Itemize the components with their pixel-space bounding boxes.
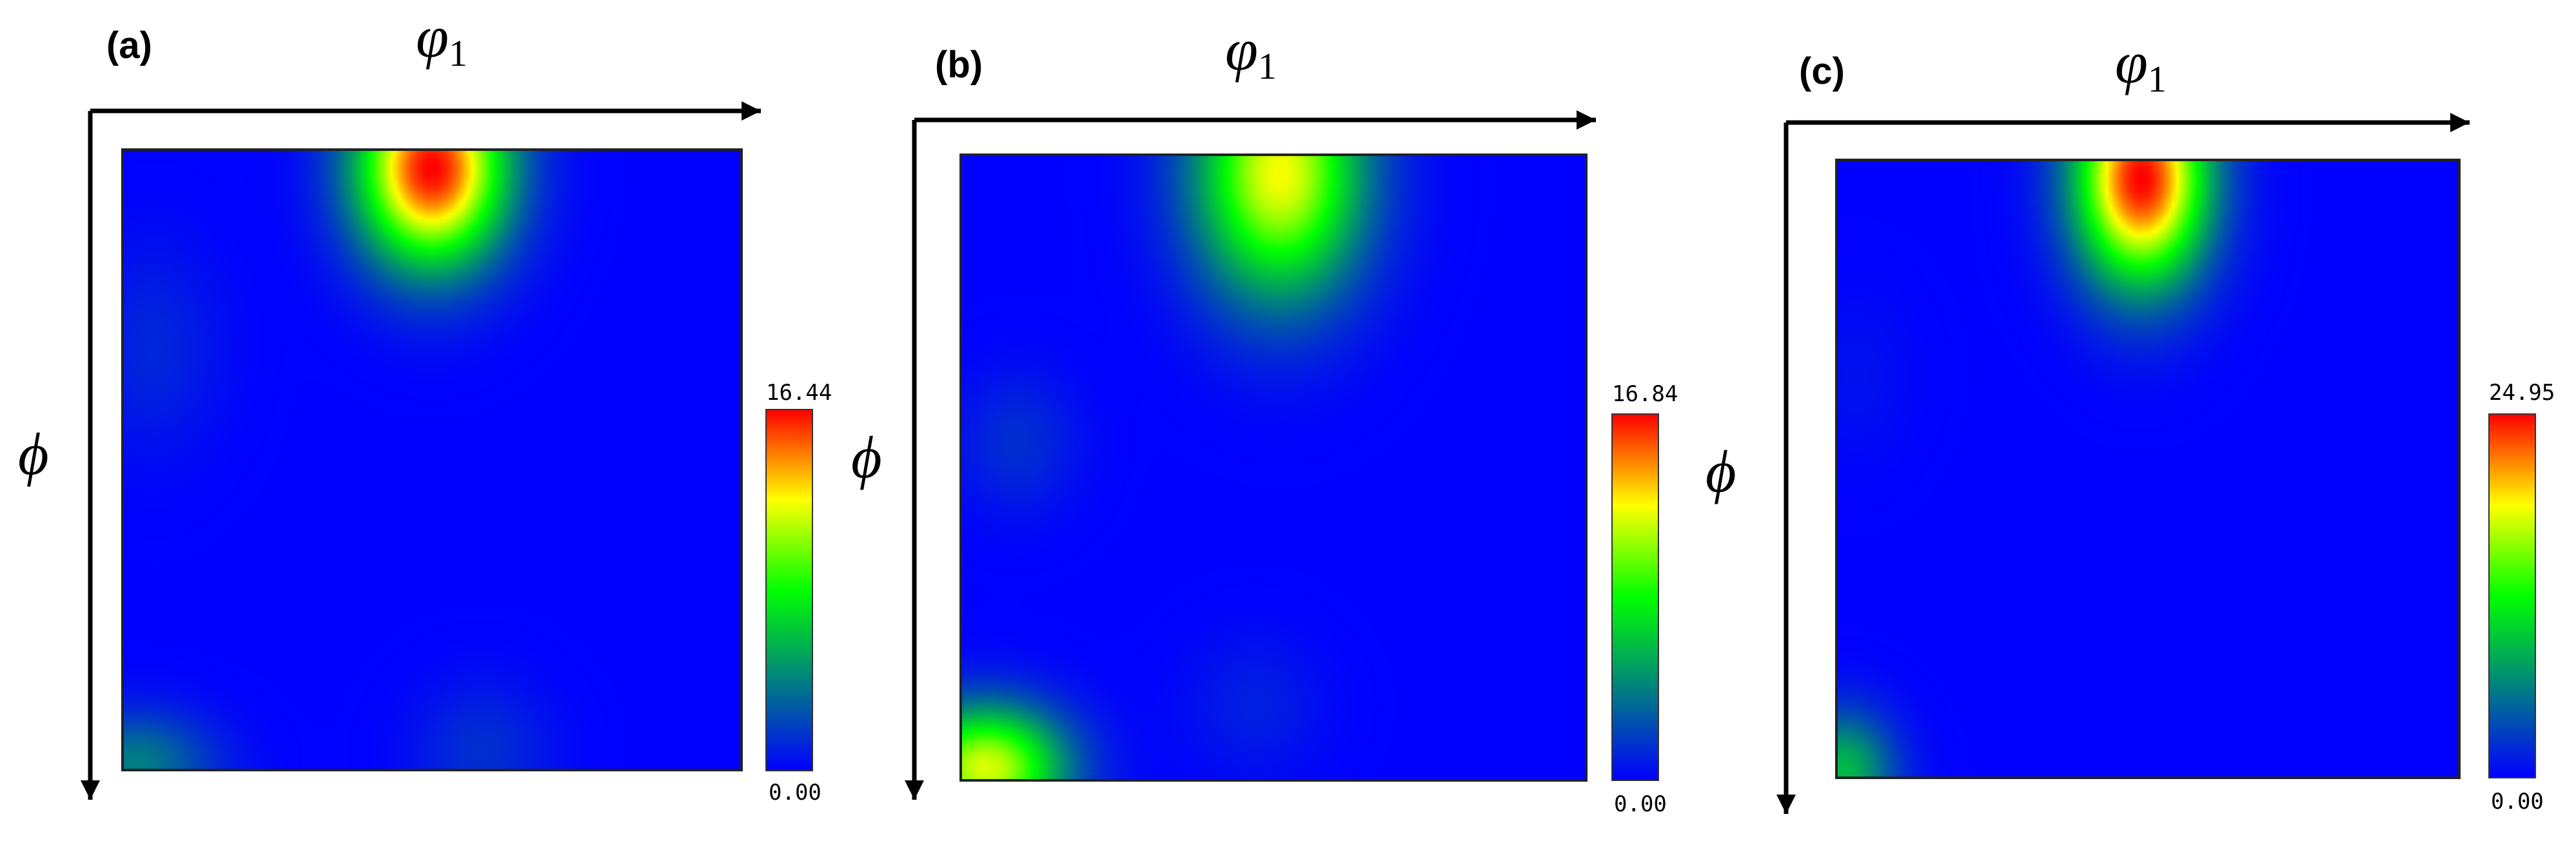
colorbar [1611,413,1659,781]
colorbar-max-label: 16.84 [1612,381,1678,407]
colorbar-max-label: 24.95 [2489,380,2555,406]
y-arrowhead [905,780,924,800]
heatmap-image [123,150,742,770]
x-arrowhead [742,101,761,121]
colorbar [2488,413,2536,778]
y-axis-label: ϕ [18,421,49,487]
y-axis-label: ϕ [851,424,882,490]
colorbar-min-label: 0.00 [769,780,821,806]
y-axis-label: ϕ [1706,439,1736,504]
x-axis-subscript: 1 [1258,45,1277,87]
x-axis-subscript: 1 [2148,58,2167,100]
x-arrowhead [2450,113,2470,132]
y-arrowhead [1776,795,1796,814]
x-arrowhead [1577,110,1596,130]
x-axis-symbol: φ [2115,30,2148,95]
x-axis-label: φ1 [416,4,467,74]
panel-c: (c) φ1 ϕ 24.95 0.00 [1706,30,2555,815]
heatmap-frame [121,148,743,771]
x-axis-symbol: φ [1225,17,1258,83]
colorbar-max-label: 16.44 [766,380,832,406]
heatmap-image [1836,160,2459,778]
heatmap-image [961,155,1586,780]
colorbar-min-label: 0.00 [1614,791,1667,817]
heatmap-frame [1835,159,2461,779]
colorbar-min-label: 0.00 [2491,789,2544,815]
x-axis-label: φ1 [2115,30,2167,100]
x-axis-symbol: φ [416,4,449,70]
x-axis-label: φ1 [1225,17,1277,87]
y-arrowhead [81,780,100,800]
x-axis-subscript: 1 [449,32,467,74]
panel-label: (c) [1799,50,1845,92]
panel-label: (a) [106,25,152,66]
panel-a: (a) φ1 ϕ 16.44 0.00 [18,4,832,806]
panel-b: (b) φ1 ϕ 16.84 0.00 [851,17,1678,817]
heatmap-frame [959,153,1588,782]
panel-label: (b) [935,44,983,86]
colorbar [765,409,813,771]
